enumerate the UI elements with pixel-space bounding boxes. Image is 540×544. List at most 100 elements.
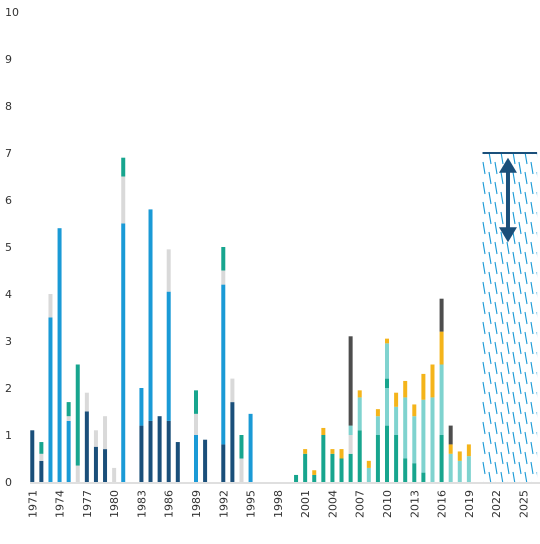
bar-segment [394,392,399,407]
bar-segment [430,364,435,398]
bar-segment [421,373,426,400]
bar-segment [66,420,71,482]
bar-segment [321,427,326,435]
bar [348,336,353,482]
bar-segment [57,228,62,482]
bar-segment [385,343,390,379]
x-tick-label: 1977 [81,490,94,518]
bar-segment [193,435,198,482]
bar-segment [448,444,453,454]
bars [30,157,471,482]
bar-segment [193,413,198,435]
bar [239,435,244,482]
y-axis: 0 1 2 3 4 5 6 7 8 9 10 [5,6,19,489]
x-tick-label: 1995 [245,490,258,518]
y-tick-label: 0 [5,476,12,489]
bar-segment [157,416,162,482]
bar-segment [121,223,126,482]
x-tick-label: 2004 [326,490,339,518]
x-tick-label: 1980 [108,490,121,518]
bar-segment [84,392,89,412]
bar-segment [466,444,471,457]
y-tick-label: 2 [5,382,12,395]
bar-segment [339,458,344,482]
x-tick-label: 1992 [217,490,230,518]
bar [394,392,399,482]
bar [39,442,44,482]
bar-segment [385,338,390,344]
bar-segment [193,390,198,414]
bar-segment [457,451,462,461]
bar-segment [448,453,453,482]
bar-segment [348,435,353,454]
bar-segment [303,453,308,482]
bar-segment [375,435,380,482]
bar [148,209,153,482]
bar-segment [230,378,235,403]
bar-segment [403,380,408,398]
x-axis: 1971 1974 1977 1980 1983 1986 1989 1992 1995 1998… [26,482,540,518]
bar [112,467,117,482]
bar-segment [39,460,44,482]
bar [121,157,126,482]
x-tick-label: 1986 [163,490,176,518]
bar [403,380,408,482]
bar [303,449,308,482]
x-tick-label: 2010 [381,490,394,518]
bar-segment [103,416,108,450]
x-tick-label: 2013 [408,490,421,518]
bar-segment [221,270,226,285]
bar-segment [403,458,408,482]
bar-segment [248,413,253,482]
bar-segment [385,388,390,426]
bar-segment [66,402,71,417]
bar-segment [357,397,362,431]
bar-segment [366,467,371,482]
bar [157,416,162,482]
bar-segment [148,420,153,482]
bar-segment [112,467,117,482]
bar-segment [48,317,53,482]
bar-segment [166,249,171,292]
bar [385,338,390,482]
bar [430,364,435,482]
y-tick-label: 8 [5,100,12,113]
bar-segment [93,430,98,447]
bar-segment [203,439,208,482]
bar-segment [103,449,108,482]
bar [230,378,235,482]
x-tick-label: 1974 [54,490,67,518]
bar [421,373,426,482]
bar [66,402,71,482]
bar [339,449,344,482]
bar-segment [394,406,399,435]
bar-segment [221,444,226,482]
y-tick-label: 5 [5,241,12,254]
bar-segment [93,446,98,482]
bar [375,409,380,482]
bar [166,249,171,482]
y-tick-label: 6 [5,194,12,207]
projection-arrow-head-up [498,157,517,173]
x-tick-label: 2016 [436,490,449,518]
bar-segment [457,460,462,482]
bar-segment [403,397,408,459]
bar [221,247,226,482]
bar-segment [385,378,390,388]
bar-segment [330,453,335,482]
bar-segment [75,364,80,466]
bar-segment [175,442,180,482]
bar-segment [30,430,35,482]
bar-segment [466,456,471,482]
bar-segment [139,388,144,426]
bar-segment [66,416,71,421]
bar-segment [312,474,317,482]
y-tick-label: 10 [5,6,19,19]
bar [30,430,35,482]
bar [457,451,462,482]
bar-segment [166,291,171,421]
bar [193,390,198,482]
bar [294,474,299,482]
bar [103,416,108,482]
